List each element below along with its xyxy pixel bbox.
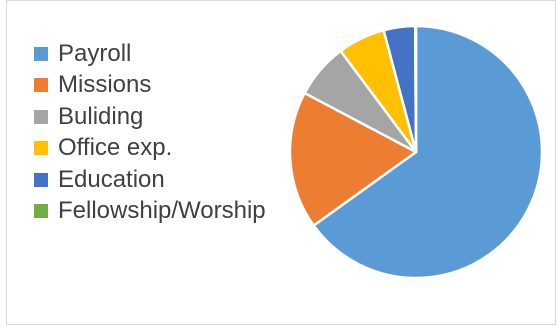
legend-item-payroll: Payroll — [34, 38, 266, 70]
legend-label-fellowship-worship: Fellowship/Worship — [58, 197, 266, 225]
legend-swatch-office-exp — [34, 141, 48, 156]
legend-swatch-education — [34, 172, 48, 187]
legend-swatch-fellowship-worship — [34, 204, 48, 219]
pie-slice-fellowship-worship — [413, 24, 418, 154]
legend-label-building: Buliding — [58, 102, 144, 130]
legend-item-building: Buliding — [34, 101, 266, 133]
legend-swatch-building — [34, 109, 48, 124]
legend: Payroll Missions Buliding Office exp. Ed… — [34, 38, 266, 227]
pie-slice-missions — [288, 91, 418, 227]
legend-label-missions: Missions — [58, 71, 152, 99]
pie-slices — [288, 24, 544, 280]
legend-label-payroll: Payroll — [58, 39, 132, 67]
legend-label-office-exp: Office exp. — [58, 134, 173, 162]
legend-item-office-exp: Office exp. — [34, 133, 266, 165]
pie-slice-payroll — [312, 24, 544, 280]
legend-item-fellowship-worship: Fellowship/Worship — [34, 196, 266, 228]
legend-label-education: Education — [58, 165, 165, 193]
legend-item-education: Education — [34, 164, 266, 196]
legend-swatch-payroll — [34, 46, 48, 61]
legend-item-missions: Missions — [34, 70, 266, 102]
legend-swatch-missions — [34, 78, 48, 93]
